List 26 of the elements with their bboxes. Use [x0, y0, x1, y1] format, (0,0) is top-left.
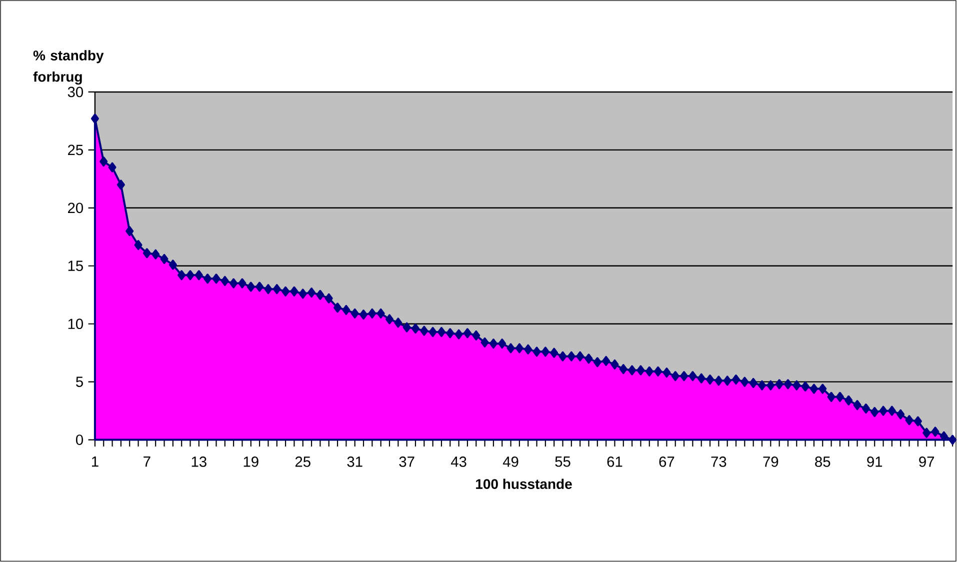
x-tick-label: 25 — [295, 456, 310, 468]
y-tick-label: 30 — [68, 86, 83, 98]
y-tick-label: 0 — [76, 434, 83, 446]
x-tick-label: 97 — [919, 456, 934, 468]
x-tick-label: 1 — [92, 456, 98, 467]
x-tick-label: 73 — [711, 456, 726, 468]
x-tick-label: 67 — [659, 456, 674, 468]
y-tick-label: 5 — [76, 376, 83, 388]
x-tick-label: 13 — [192, 456, 206, 468]
x-tick-label: 7 — [144, 456, 150, 467]
x-tick-label: 55 — [555, 456, 570, 467]
x-tick-label: 31 — [347, 456, 362, 468]
x-tick-label: 37 — [399, 456, 414, 468]
x-tick-label: 49 — [502, 456, 518, 468]
y-tick-label: 15 — [68, 260, 83, 272]
y-tick-label: 25 — [68, 144, 83, 156]
x-tick-label: 43 — [450, 456, 466, 468]
x-tick-label: 79 — [763, 456, 778, 468]
x-tick-label: 85 — [815, 456, 830, 468]
x-tick-label: 61 — [607, 456, 622, 468]
y-tick-label: 20 — [68, 202, 83, 214]
x-tick-label: 19 — [244, 456, 258, 468]
y-tick-label: 10 — [68, 318, 83, 330]
y-axis-title: % standby forbrug — [33, 50, 104, 85]
x-axis-title: 100 husstande — [476, 478, 572, 490]
x-tick-label: 91 — [867, 456, 882, 468]
